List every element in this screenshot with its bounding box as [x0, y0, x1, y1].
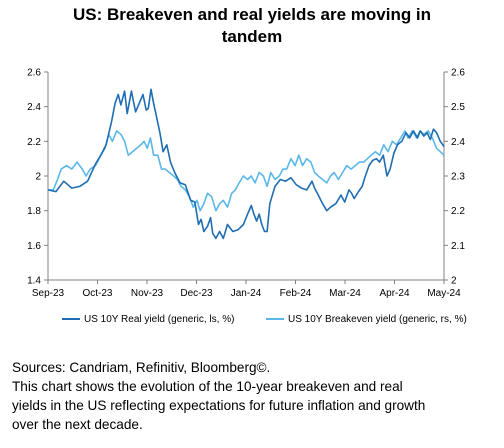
right-tick-label: 2.2 [451, 206, 465, 217]
x-tick-label: Jan-24 [231, 288, 262, 299]
x-tick-label: Dec-23 [180, 288, 213, 299]
left-tick-label: 1.6 [27, 241, 41, 252]
x-tick-label: Oct-23 [82, 288, 112, 299]
footnote-line-4: over the next decade. [12, 417, 143, 432]
right-tick-label: 2.5 [451, 102, 465, 113]
x-tick-label: Mar-24 [329, 288, 361, 299]
series-line-real-yield [47, 88, 445, 240]
footnote-line-2: This chart shows the evolution of the 10… [12, 379, 403, 394]
legend-item-breakeven-label: US 10Y Breakeven yield (generic, rs, %) [288, 314, 467, 325]
series-line-breakeven [48, 130, 445, 212]
right-tick-label: 2.4 [451, 137, 465, 148]
right-tick-label: 2.6 [451, 68, 465, 79]
footnote-line-3: yields in the US reflecting expectations… [12, 398, 426, 413]
chart-title-line-2: tandem [221, 27, 283, 46]
chart-axes: 1.4 1.6 1.8 2 2.2 2.4 2.6 2 2.1 2.2 2.3 2.4 2.5 2.6 Se… [27, 68, 465, 300]
left-tick-label: 1.4 [27, 276, 41, 287]
x-tick-label: Sep-23 [32, 288, 65, 299]
chart-footnote: Sources: Candriam, Refinitiv, Bloomberg©… [12, 358, 492, 434]
left-tick-label: 1.8 [27, 206, 41, 217]
left-tick-label: 2 [35, 172, 41, 183]
right-tick-label: 2 [451, 276, 457, 287]
chart-title: US: Breakeven and real yields are moving… [0, 4, 504, 48]
left-tick-label: 2.6 [27, 68, 41, 79]
footnote-sources: Sources: Candriam, Refinitiv, Bloomberg©… [12, 360, 271, 375]
x-tick-label: Nov-23 [131, 288, 164, 299]
legend-item-real-yield-label: US 10Y Real yield (generic, ls, %) [84, 314, 234, 325]
chart-legend: US 10Y Real yield (generic, ls, %) US 10Y… [62, 314, 467, 325]
right-tick-label: 2.1 [451, 241, 465, 252]
chart-title-line-1: US: Breakeven and real yields are moving… [72, 5, 432, 24]
x-tick-label: Feb-24 [280, 288, 312, 299]
left-tick-label: 2.2 [27, 137, 41, 148]
chart-series [47, 88, 445, 240]
right-tick-label: 2.3 [451, 172, 465, 183]
x-tick-label: Apr-24 [379, 288, 409, 299]
left-tick-label: 2.4 [27, 102, 41, 113]
x-tick-label: May-24 [427, 288, 461, 299]
line-chart: 1.4 1.6 1.8 2 2.2 2.4 2.6 2 2.1 2.2 2.3 2.4 2.5 2.6 Se… [27, 68, 467, 326]
